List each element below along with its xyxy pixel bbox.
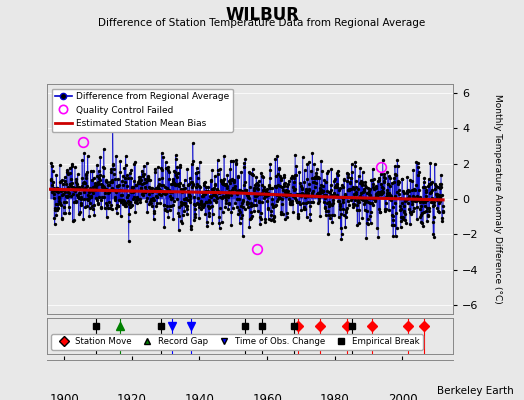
Legend: Station Move, Record Gap, Time of Obs. Change, Empirical Break: Station Move, Record Gap, Time of Obs. C… bbox=[51, 334, 423, 350]
Y-axis label: Monthly Temperature Anomaly Difference (°C): Monthly Temperature Anomaly Difference (… bbox=[493, 94, 501, 304]
Text: Difference of Station Temperature Data from Regional Average: Difference of Station Temperature Data f… bbox=[99, 18, 425, 28]
Legend: Difference from Regional Average, Quality Control Failed, Estimated Station Mean: Difference from Regional Average, Qualit… bbox=[52, 88, 233, 132]
Text: Berkeley Earth: Berkeley Earth bbox=[437, 386, 514, 396]
Text: WILBUR: WILBUR bbox=[225, 6, 299, 24]
